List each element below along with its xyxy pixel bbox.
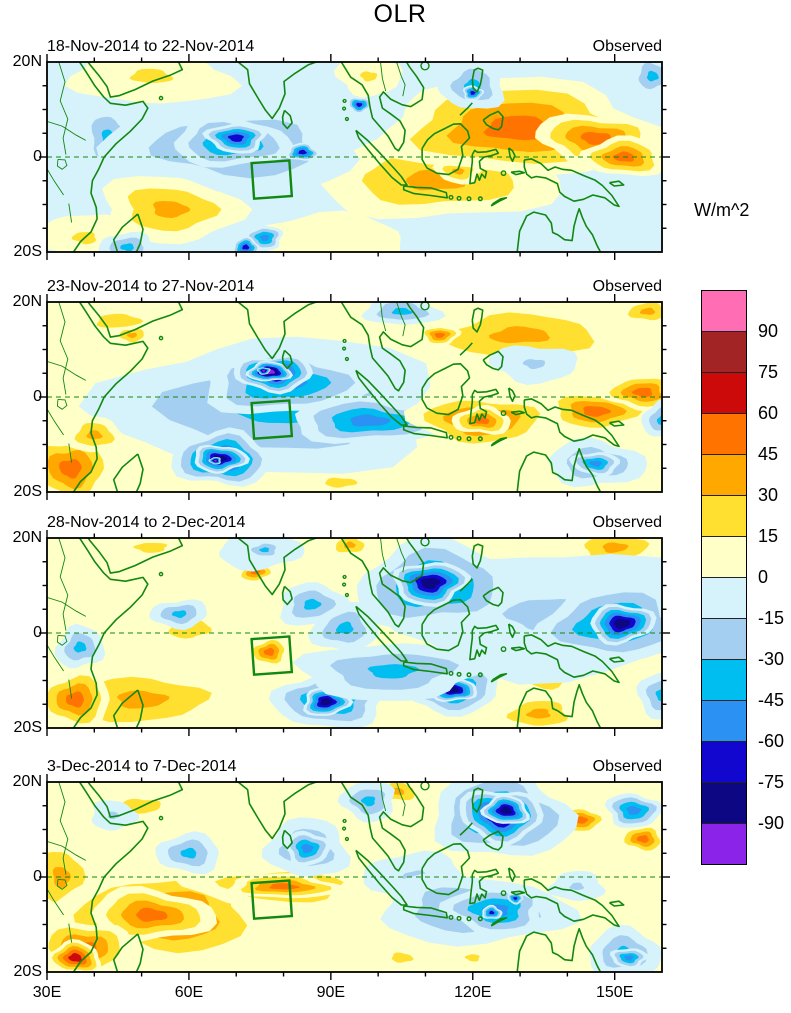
lon-tick-label: 150E — [596, 984, 634, 1001]
colorbar-tick-label: -15 — [758, 608, 785, 628]
lat-tick-label: 0 — [33, 148, 42, 165]
colorbar-segment — [702, 619, 746, 660]
colorbar-tick-label: -60 — [758, 731, 785, 751]
colorbar-segment — [702, 332, 746, 373]
map-panel-1 — [39, 54, 670, 260]
colorbar-segment — [702, 414, 746, 455]
colorbar-segment — [702, 373, 746, 414]
colorbar-segment — [702, 578, 746, 619]
map-panel-2 — [39, 294, 670, 500]
panel-header: 23-Nov-2014 to 27-Nov-2014 Observed — [47, 278, 662, 296]
lat-tick-label: 20S — [13, 963, 42, 980]
colorbar-tick-label: -90 — [758, 813, 785, 833]
lat-tick-label: 20S — [13, 719, 42, 736]
panel-date-range: 28-Nov-2014 to 2-Dec-2014 — [47, 514, 246, 531]
panel-header: 18-Nov-2014 to 22-Nov-2014 Observed — [47, 38, 662, 56]
colorbar-tick-label: 45 — [758, 444, 779, 464]
lat-tick-label: 0 — [33, 388, 42, 405]
lon-tick-label: 30E — [32, 984, 62, 1001]
lat-tick-label: 0 — [33, 624, 42, 641]
colorbar-tick-label: 15 — [758, 526, 779, 546]
colorbar-unit-label: W/m^2 — [694, 200, 750, 220]
panel-source-label: Observed — [592, 514, 662, 531]
lon-tick-label: 120E — [454, 984, 492, 1001]
colorbar-tick-label: 75 — [758, 362, 779, 382]
colorbar-tick-label: -75 — [758, 772, 785, 792]
map-panel-3 — [39, 530, 670, 736]
panel-source-label: Observed — [592, 278, 662, 295]
colorbar-segment — [702, 496, 746, 537]
colorbar-tick-label: 30 — [758, 485, 779, 505]
colorbar-tick-label: -30 — [758, 649, 785, 669]
colorbar-segment — [702, 783, 746, 824]
lat-tick-label: 0 — [33, 868, 42, 885]
colorbar-segment — [702, 537, 746, 578]
lat-tick-label: 20N — [12, 773, 42, 790]
colorbar-tick-label: 0 — [758, 567, 769, 587]
colorbar — [701, 290, 747, 865]
panel-source-label: Observed — [592, 38, 662, 55]
panel-source-label: Observed — [592, 758, 662, 775]
map-panel-4 — [39, 774, 670, 980]
colorbar-segment — [702, 701, 746, 742]
colorbar-segment — [702, 455, 746, 496]
lat-tick-label: 20S — [13, 243, 42, 260]
colorbar-segment — [702, 660, 746, 701]
colorbar-segment — [702, 291, 746, 332]
colorbar-tick-label: 90 — [758, 321, 779, 341]
colorbar-segment — [702, 824, 746, 864]
lat-tick-label: 20S — [13, 483, 42, 500]
lon-tick-label: 60E — [174, 984, 204, 1001]
colorbar-tick-label: 60 — [758, 403, 779, 423]
panel-date-range: 18-Nov-2014 to 22-Nov-2014 — [47, 38, 255, 55]
panel-date-range: 3-Dec-2014 to 7-Dec-2014 — [47, 758, 237, 775]
lat-tick-label: 20N — [12, 53, 42, 70]
panel-date-range: 23-Nov-2014 to 27-Nov-2014 — [47, 278, 255, 295]
figure-title: OLR — [373, 0, 427, 28]
panel-header: 3-Dec-2014 to 7-Dec-2014 Observed — [47, 758, 662, 776]
colorbar-segment — [702, 742, 746, 783]
panel-header: 28-Nov-2014 to 2-Dec-2014 Observed — [47, 514, 662, 532]
lat-tick-label: 20N — [12, 293, 42, 310]
lat-tick-label: 20N — [12, 529, 42, 546]
colorbar-tick-label: -45 — [758, 690, 785, 710]
lon-tick-label: 90E — [316, 984, 346, 1001]
